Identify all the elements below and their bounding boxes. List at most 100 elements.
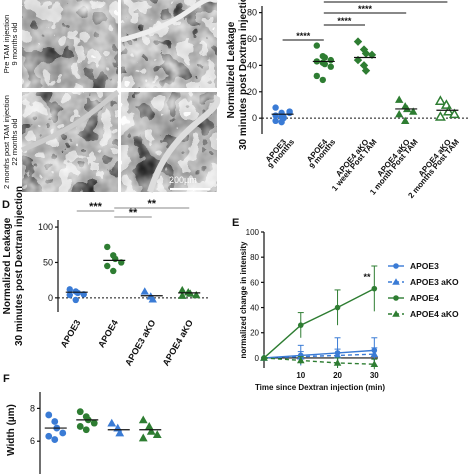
legend-label: APOE3 aKO [410, 277, 459, 287]
series-marker [260, 354, 268, 361]
x-category-sublabel: 1 week Post TAM [330, 137, 379, 193]
data-point [321, 60, 328, 68]
data-point [112, 255, 119, 263]
data-point [321, 54, 328, 61]
y-tick-label: 100 [38, 222, 53, 232]
x-tick-label: 20 [333, 371, 342, 380]
x-tick-label: 10 [296, 371, 305, 380]
data-point [448, 108, 460, 119]
series-marker [333, 351, 342, 359]
data-point [152, 430, 162, 439]
data-point [434, 111, 446, 121]
data-point [353, 37, 363, 46]
y-axis-title: Width (µm) [6, 404, 17, 456]
panel-letter-e: E [232, 217, 239, 229]
chart-leakage-timecourse: 0 20 40 60 80 Normalized Leakage 30 minutes po… [226, 0, 468, 200]
x-category-label: APOE3 [59, 318, 83, 349]
vessel-trunk-3 [120, 0, 218, 43]
data-point [45, 432, 53, 440]
chart-e-intensity: 0 20 40 60 80 100 10 20 30 normalized change in i… [239, 228, 459, 392]
data-point [286, 108, 293, 115]
data-point [361, 49, 371, 58]
legend-swatch-marker [392, 310, 400, 317]
legend-swatch-marker [393, 295, 399, 301]
data-point [82, 426, 90, 434]
data-point [110, 267, 117, 275]
data-point [434, 95, 446, 105]
significance-label: **** [379, 0, 394, 3]
series-line [263, 357, 375, 365]
data-point [278, 113, 285, 121]
data-point [319, 76, 326, 84]
micrograph-post-right [121, 92, 217, 192]
chart-d-leakage: 0 50 100 Normalized Leakage 30 minutes post … [2, 186, 208, 368]
y-tick-label: 80 [247, 8, 257, 18]
data-point [395, 110, 404, 118]
y-tick-label: 8 [30, 403, 35, 413]
series-line [263, 288, 375, 359]
y-tick-label: 20 [250, 329, 259, 338]
row1-label-a: Pre TAM injection [2, 15, 11, 74]
data-point [45, 411, 53, 419]
data-point [313, 42, 320, 49]
series-marker [334, 304, 341, 311]
legend-swatch-marker [392, 278, 400, 285]
data-point [359, 45, 369, 54]
significance-label: ** [147, 198, 156, 210]
data-point [442, 105, 454, 116]
data-point [76, 423, 84, 430]
data-point [409, 107, 418, 115]
y-axis-title-line1: Normalized Leakage [2, 217, 13, 314]
series-line [263, 353, 375, 359]
data-point [192, 290, 201, 299]
y-tick-label: 60 [250, 278, 259, 287]
y-axis-title-line2: 30 minutes post Dextran injection [14, 186, 25, 346]
row2-label-b: 22 months old [10, 118, 19, 165]
data-point [59, 429, 67, 437]
data-point [140, 287, 149, 295]
micrograph-pre-right [121, 0, 217, 88]
y-tick-label: 40 [247, 60, 257, 70]
legend-swatch-marker [393, 263, 399, 269]
row1-label-b: 9 months old [10, 23, 19, 66]
series-marker [297, 322, 304, 328]
data-point [138, 433, 148, 442]
significance-label: *** [89, 201, 103, 213]
significance-label: **** [296, 31, 311, 41]
data-point [178, 291, 187, 299]
data-point [90, 419, 98, 427]
data-point [51, 436, 59, 443]
y-tick-label: 6 [30, 436, 35, 446]
data-point [361, 66, 371, 75]
series-marker [296, 356, 305, 364]
scale-bar-label: 200µm [169, 175, 197, 185]
y-axis-title-line1: Normalized Leakage [226, 21, 237, 118]
data-point [353, 55, 363, 65]
panel-letter-f: F [3, 373, 10, 385]
micrograph-grid: 200µm Pre TAM injection 9 months old 2 m… [2, 0, 221, 193]
data-point [272, 104, 279, 111]
vessel-trunk-1 [147, 94, 221, 193]
x-category-label: APOE4 aKO [161, 318, 195, 368]
y-tick-label: 0 [48, 293, 53, 303]
data-point [367, 50, 377, 60]
data-point [327, 56, 334, 64]
data-point [107, 418, 117, 427]
y-tick-label: 60 [247, 34, 257, 44]
data-point [66, 291, 73, 299]
data-point [395, 95, 404, 103]
series-line [263, 349, 375, 359]
data-point [76, 408, 84, 416]
data-point [148, 295, 157, 303]
x-axis-title: Time since Dextran injection (min) [255, 383, 385, 392]
y-tick-label: 50 [43, 257, 53, 267]
y-tick-label: 100 [246, 228, 260, 237]
data-point [313, 72, 320, 80]
data-point [146, 426, 156, 435]
x-category-label: APOE3 aKO [123, 318, 157, 368]
y-tick-label: 0 [252, 113, 257, 123]
y-tick-label: 0 [255, 354, 260, 363]
significance-label: **** [337, 16, 352, 26]
row2-label-a: 2 months post TAM injection [2, 95, 11, 189]
